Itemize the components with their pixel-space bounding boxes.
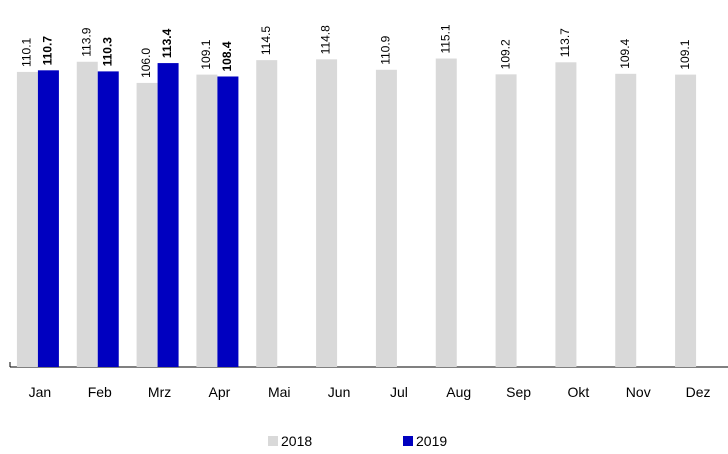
bar bbox=[615, 73, 637, 368]
value-label: 106.0 bbox=[139, 48, 153, 78]
x-tick-label: Dez bbox=[686, 384, 711, 400]
x-tick-label: Apr bbox=[209, 384, 231, 400]
bar bbox=[555, 62, 577, 368]
x-tick-label: Mai bbox=[268, 384, 291, 400]
value-label: 110.9 bbox=[379, 35, 393, 64]
x-tick-label: Mrz bbox=[148, 384, 171, 400]
x-tick-label: Nov bbox=[626, 384, 651, 400]
value-label: 109.1 bbox=[199, 39, 213, 69]
bar bbox=[16, 71, 38, 367]
bar bbox=[157, 63, 179, 367]
bar bbox=[37, 70, 59, 367]
value-label: 109.2 bbox=[498, 39, 512, 69]
value-label: 109.4 bbox=[618, 38, 632, 68]
value-label: 110.1 bbox=[20, 37, 34, 66]
x-tick-label: Feb bbox=[88, 384, 112, 400]
x-tick-label: Jun bbox=[328, 384, 351, 400]
x-tick-label: Sep bbox=[506, 384, 531, 400]
value-label: 110.7 bbox=[41, 36, 55, 66]
value-label: 114.5 bbox=[259, 26, 273, 55]
value-label: 109.1 bbox=[678, 39, 692, 69]
bar bbox=[217, 76, 239, 367]
value-label: 113.9 bbox=[79, 27, 93, 56]
bar bbox=[97, 71, 119, 368]
value-label: 114.8 bbox=[319, 25, 333, 54]
bar bbox=[495, 74, 517, 368]
value-label: 113.7 bbox=[558, 28, 572, 57]
x-tick-label: Jan bbox=[29, 384, 52, 400]
bar bbox=[375, 69, 397, 368]
legend-swatch bbox=[268, 436, 278, 446]
value-label: 110.3 bbox=[100, 37, 114, 67]
x-tick-label: Jul bbox=[390, 384, 408, 400]
x-tick-label: Okt bbox=[568, 384, 590, 400]
legend-swatch bbox=[403, 436, 413, 446]
value-label: 115.1 bbox=[438, 24, 452, 53]
bar bbox=[196, 74, 218, 367]
bar bbox=[256, 60, 278, 367]
bar bbox=[136, 82, 158, 368]
bar bbox=[435, 58, 457, 367]
legend-label: 2019 bbox=[416, 433, 447, 449]
bar bbox=[675, 74, 697, 367]
legend-label: 2018 bbox=[281, 433, 312, 449]
value-label: 113.4 bbox=[160, 28, 174, 58]
bar bbox=[76, 61, 98, 368]
value-label: 108.4 bbox=[220, 41, 234, 71]
bar bbox=[316, 59, 338, 367]
x-tick-label: Aug bbox=[446, 384, 471, 400]
